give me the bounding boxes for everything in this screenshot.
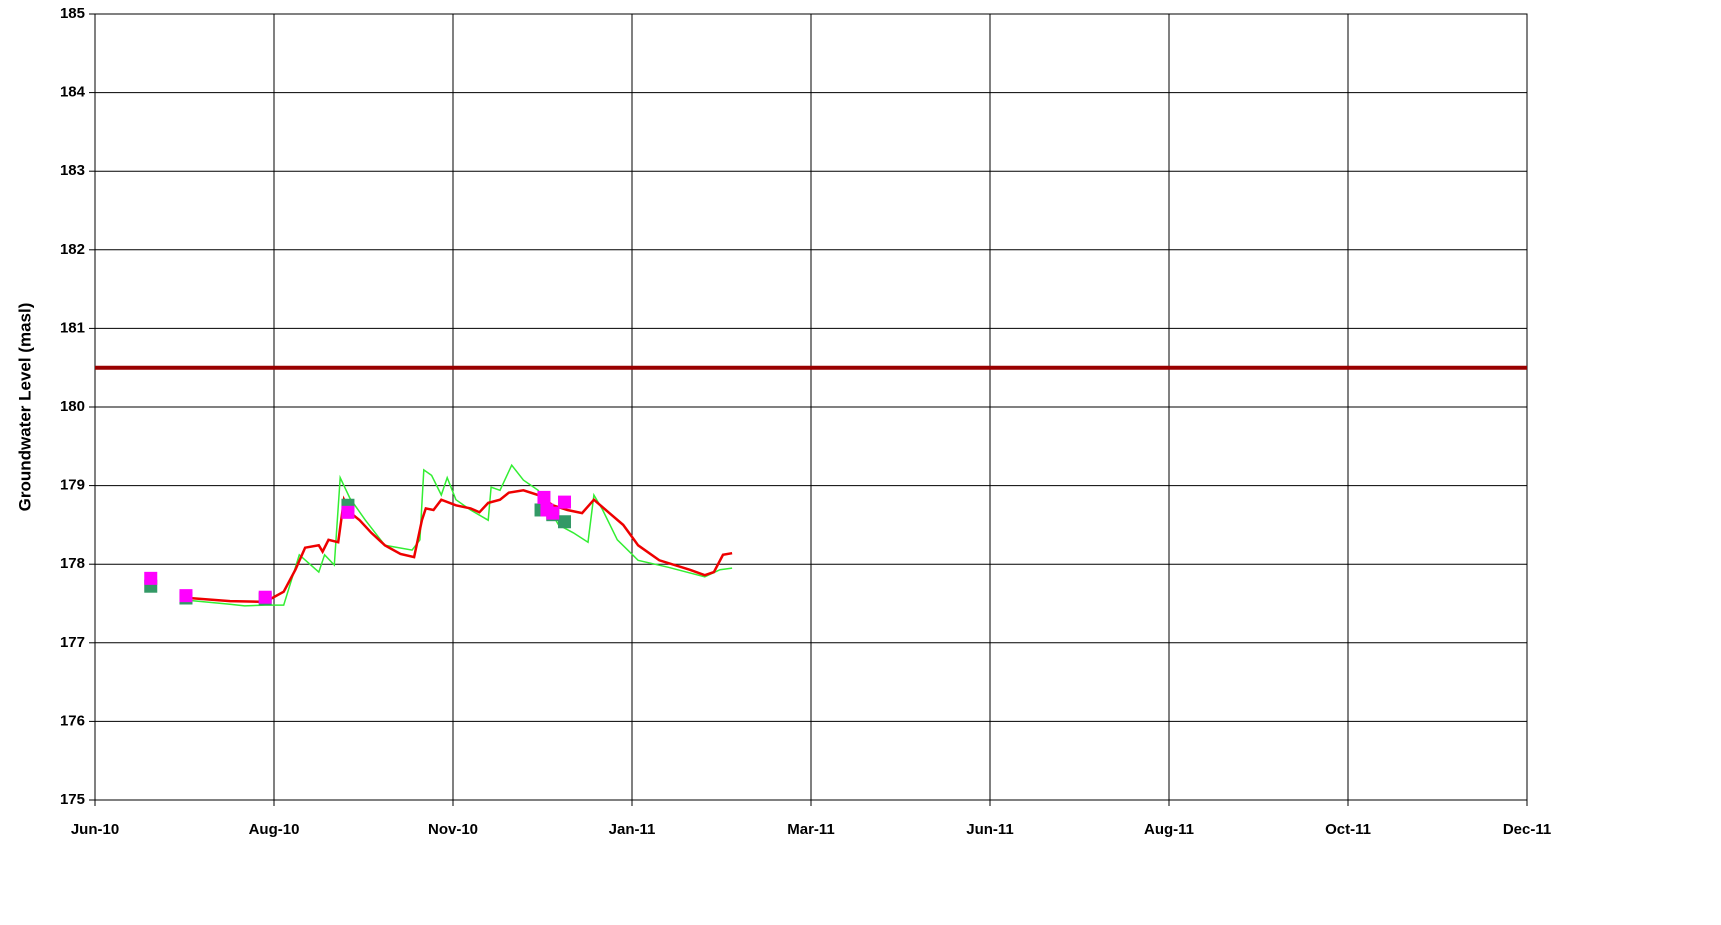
x-tick-label: Nov-10: [428, 821, 478, 838]
y-tick-label: 185: [60, 5, 85, 22]
marker: [537, 490, 551, 504]
x-tick-label: Jun-10: [71, 821, 119, 838]
y-tick-label: 176: [60, 712, 85, 729]
y-tick-label: 180: [60, 398, 85, 415]
line: [188, 463, 733, 607]
x-tick-label: Jun-11: [966, 821, 1014, 838]
x-tick-label: Aug-11: [1144, 821, 1194, 838]
y-tick-label: 175: [60, 791, 85, 808]
y-tick-label: 178: [60, 555, 85, 572]
x-tick-label: Oct-11: [1325, 821, 1371, 838]
plot-border: [94, 13, 1528, 801]
marker: [341, 505, 355, 519]
y-tick-label: 177: [60, 634, 85, 651]
x-tick-label: Mar-11: [787, 821, 835, 838]
y-tick-label: 184: [60, 84, 86, 101]
y-axis-label: Groundwater Level (masl): [15, 303, 34, 512]
marker: [144, 571, 158, 585]
marker: [558, 515, 572, 529]
marker: [546, 506, 560, 520]
y-tick-label: 182: [60, 241, 85, 258]
y-tick-label: 179: [60, 477, 85, 494]
marker: [558, 495, 572, 509]
marker: [258, 590, 272, 604]
y-tick-label: 183: [60, 162, 85, 179]
x-tick-label: Aug-10: [249, 821, 300, 838]
x-tick-label: Jan-11: [609, 821, 656, 838]
y-tick-label: 181: [60, 319, 85, 336]
line: [188, 489, 733, 604]
x-tick-label: Dec-11: [1503, 821, 1551, 838]
marker: [179, 589, 193, 603]
